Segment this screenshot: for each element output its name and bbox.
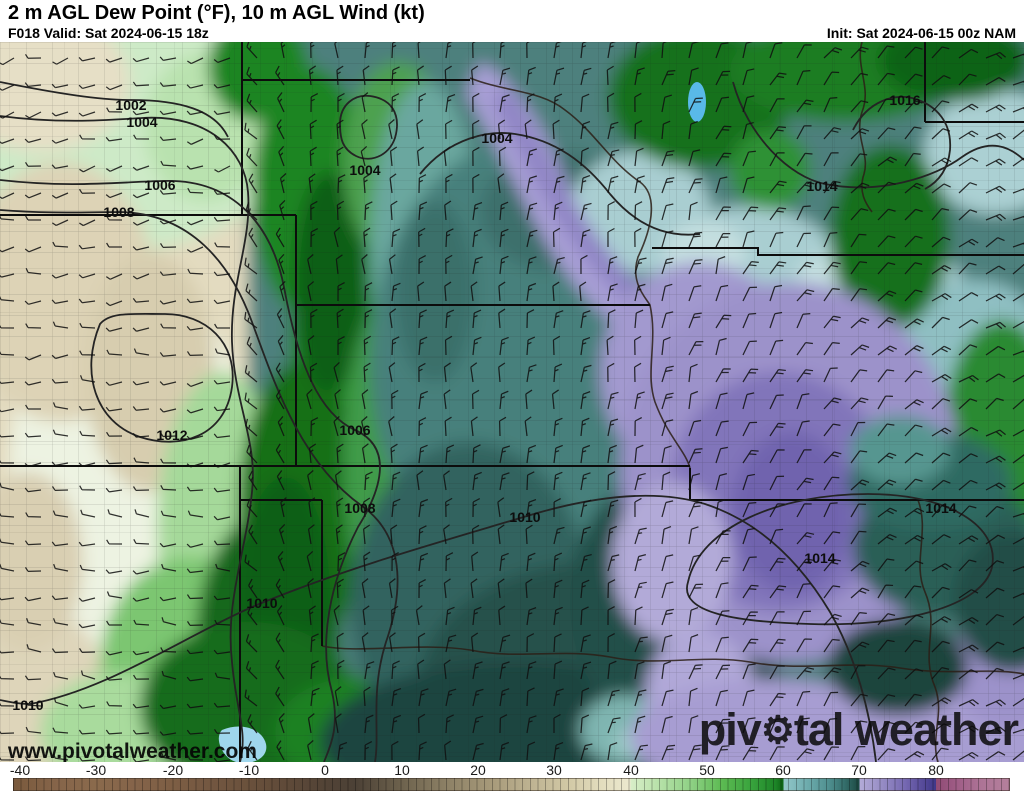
colorbar-tick: 40 [623, 762, 639, 778]
colorbar [13, 778, 1010, 791]
header: 2 m AGL Dew Point (°F), 10 m AGL Wind (k… [0, 0, 1024, 42]
river-lines [321, 42, 1024, 762]
logo-text-piv: piv [698, 704, 762, 755]
colorbar-tick: 70 [851, 762, 867, 778]
colorbar-tick: 30 [546, 762, 562, 778]
dewpoint-wind-map: 1002 1004 1006 1008 1012 1004 1004 1006 1008 1010… [0, 42, 1024, 762]
colorbar-cell-lines [13, 778, 1010, 791]
colorbar-legend: -40 -30 -20 -10 0 10 20 30 40 50 60 70 80 [0, 762, 1024, 791]
colorbar-tick: 0 [321, 762, 329, 778]
colorbar-tick: 50 [699, 762, 715, 778]
colorbar-tick: -40 [9, 762, 31, 778]
colorbar-tick: 10 [394, 762, 410, 778]
watermark-url: www.pivotalweather.com [8, 740, 257, 762]
colorbar-tick: 80 [928, 762, 944, 778]
colorbar-tick: 60 [775, 762, 791, 778]
gear-icon: ⚙ [760, 710, 795, 752]
pivotal-weather-logo: piv⚙tal weather [698, 704, 1019, 756]
colorbar-tick: -30 [85, 762, 107, 778]
init-time-label: Init: Sat 2024-06-15 00z NAM [826, 25, 1016, 41]
valid-time-label: F018 Valid: Sat 2024-06-15 18z [8, 25, 209, 41]
colorbar-tick: -20 [162, 762, 184, 778]
page-title: 2 m AGL Dew Point (°F), 10 m AGL Wind (k… [8, 2, 425, 24]
map-canvas [0, 42, 1024, 762]
wind-barbs [0, 42, 1024, 762]
colorbar-tick: -10 [238, 762, 260, 778]
colorbar-tick: 20 [470, 762, 486, 778]
logo-text-tal-weather: tal weather [793, 704, 1019, 755]
